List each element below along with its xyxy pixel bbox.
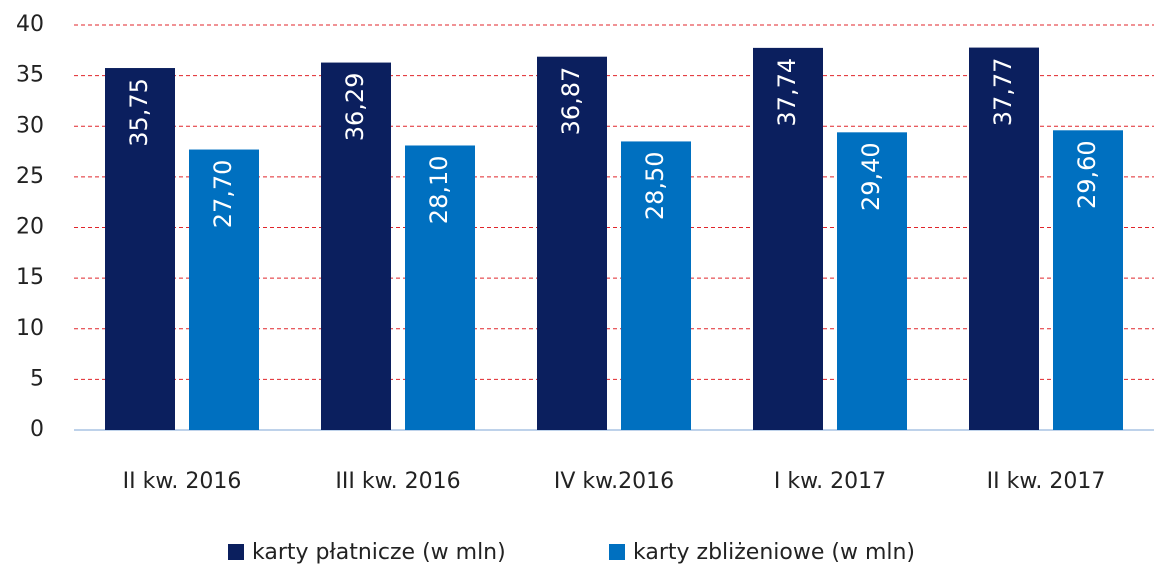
value-label: 28,10: [425, 155, 453, 224]
value-label: 36,29: [341, 73, 369, 142]
y-tick-label: 30: [16, 113, 44, 138]
bar: [321, 62, 391, 430]
value-label: 37,74: [773, 58, 801, 127]
bar: [837, 132, 907, 430]
bar: [405, 145, 475, 431]
y-tick-label: 10: [16, 316, 44, 341]
y-tick-label: 0: [30, 417, 44, 442]
legend-swatch: [228, 544, 244, 560]
bar: [537, 56, 607, 430]
bar: [969, 47, 1039, 431]
bar: [621, 141, 691, 430]
bar: [753, 47, 823, 430]
y-tick-label: 35: [16, 63, 44, 88]
value-label: 36,87: [557, 67, 585, 136]
x-tick-label: IV kw.2016: [554, 469, 674, 494]
value-label: 35,75: [125, 78, 153, 147]
legend-swatch: [609, 544, 625, 560]
value-label: 27,70: [209, 160, 237, 229]
x-tick-label: II kw. 2017: [987, 469, 1106, 494]
value-label: 37,77: [989, 58, 1017, 127]
value-label: 29,60: [1073, 140, 1101, 209]
legend-label: karty płatnicze (w mln): [252, 540, 506, 565]
y-tick-label: 40: [16, 12, 44, 37]
y-tick-label: 5: [30, 366, 44, 391]
value-label: 28,50: [641, 151, 669, 220]
x-tick-label: III kw. 2016: [335, 469, 460, 494]
x-tick-label: I kw. 2017: [774, 469, 886, 494]
value-label: 29,40: [857, 142, 885, 211]
bar: [1053, 130, 1123, 431]
x-tick-label: II kw. 2016: [123, 469, 242, 494]
bar: [105, 68, 175, 430]
y-tick-label: 25: [16, 164, 44, 189]
bar: [189, 149, 259, 430]
legend-label: karty zbliżeniowe (w mln): [633, 540, 915, 565]
y-tick-label: 20: [16, 215, 44, 240]
y-tick-label: 15: [16, 265, 44, 290]
